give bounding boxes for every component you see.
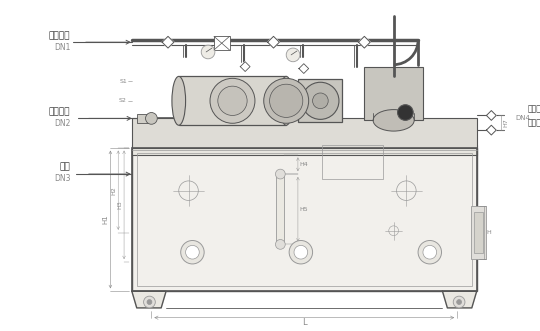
Circle shape (423, 245, 437, 259)
Bar (132, 148, 477, 291)
Circle shape (294, 245, 308, 259)
Bar (132, 148, 477, 291)
Text: DN4: DN4 (516, 116, 531, 121)
Text: H5: H5 (300, 207, 308, 212)
Bar (322, 145, 383, 179)
Bar (214, 36, 230, 50)
Text: DN3: DN3 (54, 174, 70, 183)
Text: 进水口: 进水口 (528, 119, 540, 128)
Circle shape (275, 169, 285, 179)
Text: H4: H4 (299, 162, 308, 167)
Circle shape (397, 105, 413, 120)
Circle shape (218, 86, 247, 116)
Circle shape (264, 78, 309, 123)
Circle shape (275, 240, 285, 249)
Bar (179, 76, 286, 125)
Text: 供高压油: 供高压油 (49, 107, 70, 116)
Circle shape (286, 48, 300, 62)
Circle shape (289, 241, 313, 264)
Polygon shape (359, 36, 370, 48)
Polygon shape (268, 36, 279, 48)
Circle shape (144, 296, 156, 308)
Polygon shape (240, 62, 250, 71)
Polygon shape (299, 64, 309, 73)
Text: 回油: 回油 (59, 163, 70, 172)
Bar (474, 212, 483, 253)
Text: H1: H1 (103, 214, 109, 224)
Text: 出水口: 出水口 (528, 104, 540, 113)
Text: H2: H2 (112, 186, 117, 195)
Circle shape (313, 93, 328, 109)
Bar (364, 67, 423, 120)
Circle shape (453, 296, 465, 308)
Text: H: H (486, 230, 491, 235)
Text: L: L (302, 318, 307, 327)
Bar (132, 145, 477, 155)
Polygon shape (162, 36, 174, 48)
Bar (137, 153, 472, 286)
Circle shape (181, 241, 204, 264)
Ellipse shape (373, 110, 414, 131)
Bar (276, 174, 284, 244)
Polygon shape (132, 291, 166, 308)
Circle shape (302, 82, 339, 119)
Circle shape (146, 113, 157, 124)
Polygon shape (442, 291, 477, 308)
Bar (137, 114, 148, 123)
Text: 供低压油: 供低压油 (49, 31, 70, 40)
Text: H3: H3 (118, 201, 123, 209)
Circle shape (186, 245, 199, 259)
Circle shape (210, 78, 255, 123)
Polygon shape (487, 125, 496, 135)
Ellipse shape (172, 76, 186, 125)
Text: H7: H7 (503, 118, 509, 127)
Bar (291, 89, 303, 113)
Bar (298, 79, 342, 122)
Circle shape (269, 84, 303, 118)
Text: S1: S1 (119, 79, 127, 84)
Text: DN2: DN2 (54, 119, 70, 128)
Polygon shape (487, 111, 496, 120)
Bar (471, 206, 487, 259)
Text: DN1: DN1 (54, 43, 70, 52)
Ellipse shape (279, 76, 293, 125)
Bar (132, 118, 477, 148)
Circle shape (147, 300, 152, 305)
Circle shape (418, 241, 442, 264)
Circle shape (457, 300, 462, 305)
Circle shape (201, 45, 215, 59)
Text: S2: S2 (119, 98, 127, 103)
